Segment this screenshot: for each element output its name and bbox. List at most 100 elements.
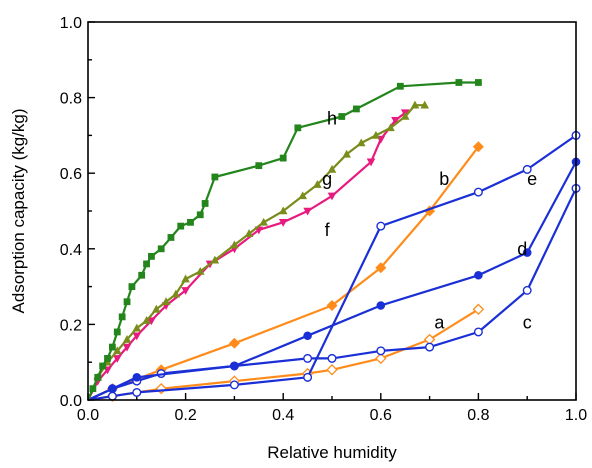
data-point-b — [472, 141, 484, 153]
series-label-e: e — [527, 169, 537, 189]
series-c — [87, 183, 581, 401]
data-point-d — [474, 270, 483, 280]
data-point-g — [298, 191, 308, 200]
x-tick-label: 0.6 — [370, 407, 392, 424]
data-point-h — [353, 105, 360, 113]
y-tick-label: 0.2 — [60, 317, 82, 334]
data-point-h — [279, 154, 287, 162]
data-point-c — [522, 285, 532, 295]
series-g — [86, 100, 430, 401]
data-point-b — [228, 337, 240, 349]
data-point-c — [303, 353, 313, 363]
series-h — [86, 79, 482, 401]
data-point-b — [375, 262, 387, 274]
data-point-g — [122, 335, 132, 343]
series-label-a: a — [434, 313, 445, 333]
data-point-f — [147, 317, 156, 326]
data-point-d — [522, 248, 532, 257]
data-point-g — [410, 100, 420, 109]
series-line-h — [86, 81, 479, 401]
data-point-h — [104, 355, 111, 362]
data-point-e — [303, 372, 313, 382]
data-point-e — [229, 380, 239, 390]
data-point-a — [375, 352, 387, 365]
data-point-h — [148, 252, 155, 260]
y-tick-label: 0.4 — [60, 242, 82, 259]
data-point-f — [132, 332, 142, 341]
data-point-g — [152, 304, 161, 313]
x-tick-label: 0.0 — [77, 407, 99, 424]
data-point-g — [371, 130, 381, 139]
data-point-h — [475, 79, 482, 86]
data-point-h — [196, 211, 204, 219]
x-tick-label: 0.8 — [467, 407, 489, 424]
data-point-a — [472, 303, 485, 315]
data-point-g — [195, 266, 205, 275]
data-point-h — [187, 218, 194, 226]
y-tick-label: 1.0 — [60, 15, 82, 32]
x-axis-title: Relative humidity — [267, 443, 397, 462]
data-point-e — [473, 187, 483, 197]
x-tick-label: 0.4 — [272, 407, 294, 424]
data-point-h — [177, 222, 185, 230]
data-point-h — [113, 328, 121, 336]
series-e — [87, 130, 581, 402]
data-point-g — [210, 255, 220, 264]
series-label-g: g — [322, 169, 332, 189]
data-point-g — [132, 323, 142, 332]
data-point-h — [94, 373, 102, 381]
data-point-f — [391, 116, 400, 125]
data-point-h — [396, 82, 404, 90]
data-point-e — [132, 387, 142, 397]
data-point-d — [132, 373, 142, 382]
data-point-g — [161, 297, 171, 306]
series-label-h: h — [327, 108, 337, 128]
data-point-h — [201, 200, 209, 207]
data-point-d — [376, 301, 386, 310]
data-point-g — [386, 123, 395, 132]
data-point-b — [326, 299, 338, 312]
plot-frame — [87, 21, 577, 401]
y-tick-label: 0.0 — [60, 393, 82, 410]
data-point-g — [356, 138, 366, 147]
data-point-h — [157, 245, 165, 253]
data-point-f — [122, 343, 132, 352]
y-axis-title: Adsorption capacity (kg/kg) — [9, 108, 28, 313]
data-point-g — [327, 164, 337, 173]
y-tick-label: 0.8 — [60, 91, 82, 108]
axis-ticks: 0.0 0.2 0.4 0.6 0.8 1.0 0.0 0.2 0.4 0.6 0.8 1.0 — [60, 15, 587, 424]
data-point-h — [211, 173, 219, 181]
data-point-g — [230, 240, 239, 249]
data-point-g — [112, 346, 122, 355]
data-point-h — [99, 362, 107, 370]
data-point-g — [171, 289, 181, 298]
series-labels: a b c d e f g h — [322, 108, 537, 332]
data-point-h — [255, 162, 263, 170]
data-point-a — [155, 382, 167, 395]
data-point-g — [142, 316, 151, 324]
data-point-g — [278, 206, 288, 215]
data-point-e — [107, 391, 117, 401]
data-point-d — [108, 384, 117, 393]
data-point-h — [118, 313, 126, 321]
series-label-f: f — [325, 220, 331, 240]
data-point-c — [425, 342, 435, 352]
data-point-h — [89, 385, 97, 393]
data-point-h — [138, 271, 146, 279]
data-point-h — [294, 124, 302, 132]
data-point-f — [112, 355, 122, 363]
data-point-g — [400, 112, 410, 120]
data-point-g — [342, 149, 351, 158]
data-point-c — [327, 353, 337, 363]
data-point-h — [109, 343, 116, 351]
x-tick-label: 1.0 — [565, 407, 587, 424]
y-tick-label: 0.6 — [60, 166, 82, 183]
data-point-h — [128, 283, 136, 290]
series-label-b: b — [439, 169, 449, 189]
data-point-f — [327, 192, 337, 201]
data-point-h — [338, 113, 346, 120]
data-point-g — [181, 274, 190, 283]
data-point-c — [473, 327, 483, 337]
data-point-h — [123, 298, 131, 306]
